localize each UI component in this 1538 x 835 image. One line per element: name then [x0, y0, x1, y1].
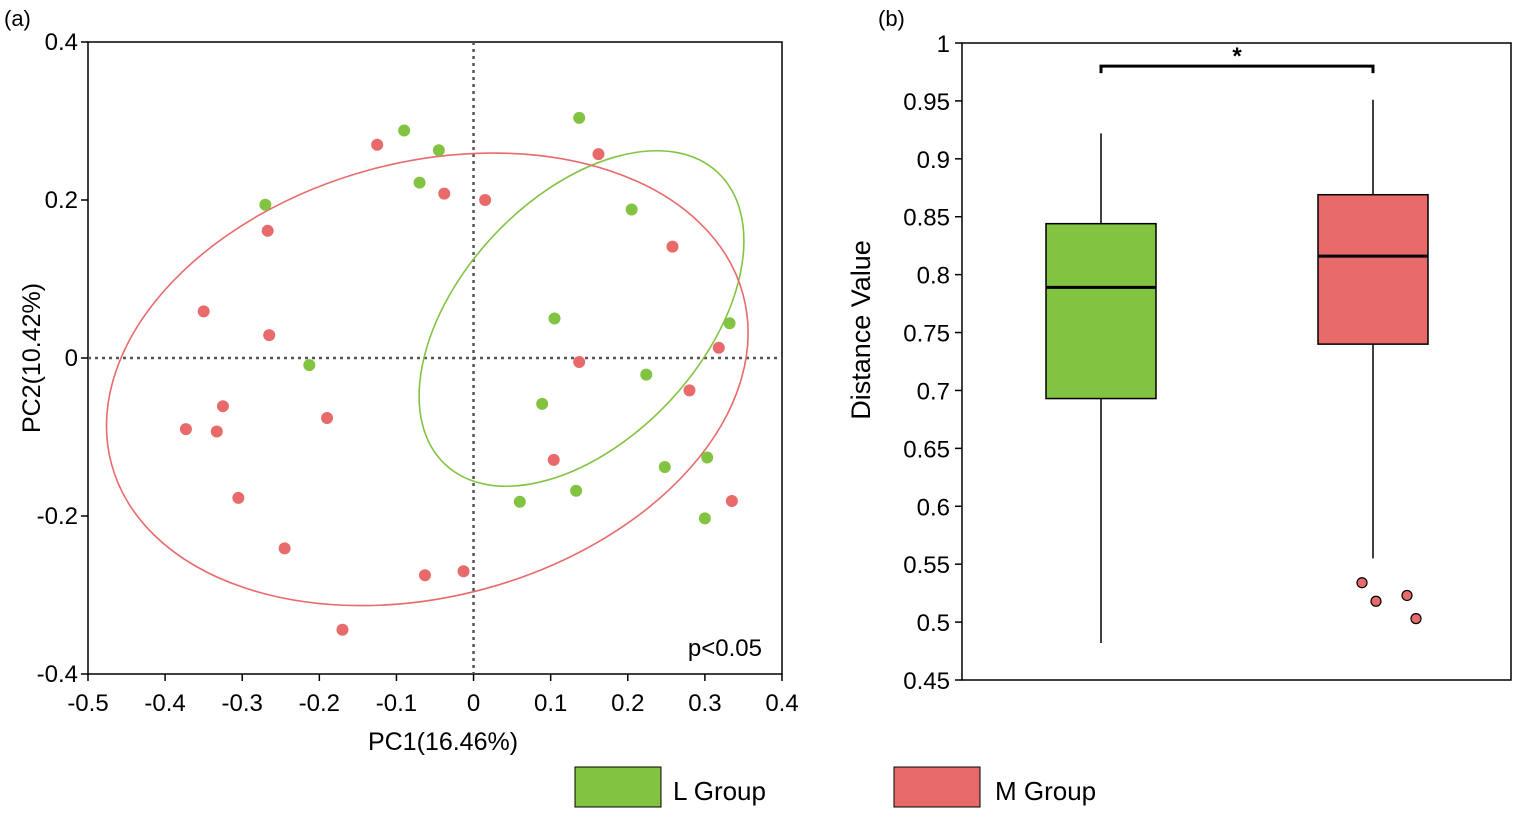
point-l-group: [413, 176, 426, 189]
y-tick-label: 1: [937, 31, 950, 58]
point-l-group: [398, 124, 411, 137]
x-tick-label: 0.4: [765, 690, 798, 717]
y-tick-label: 0: [65, 345, 78, 372]
point-m-group: [336, 623, 349, 636]
point-l-group: [658, 461, 671, 474]
point-l-group: [513, 495, 526, 508]
outlier-m-group: [1356, 577, 1368, 589]
point-l-group: [570, 484, 583, 497]
point-l-group: [548, 312, 561, 325]
y-tick-label: 0.9: [917, 147, 950, 174]
point-m-group: [263, 329, 276, 342]
point-l-group: [625, 203, 638, 216]
point-m-group: [197, 305, 210, 318]
significance-star: *: [1232, 43, 1242, 70]
point-l-group: [640, 368, 653, 381]
pca-scatter-panel: (a) -0.5 -0.4 -0.3 -0.2 -0.1 0 0.1 0.2 0.3 0.4 -0…: [4, 6, 799, 756]
x-tick-label: 0.2: [611, 690, 644, 717]
point-m-group: [457, 565, 470, 578]
y-tick-label: 0.2: [45, 187, 78, 214]
panel-a-x-ticks: -0.5 -0.4 -0.3 -0.2 -0.1 0 0.1 0.2 0.3 0.4: [67, 674, 799, 717]
y-tick-label: -0.4: [37, 661, 78, 688]
panel-a-label: (a): [4, 6, 31, 31]
ellipse-m-group: [105, 152, 749, 607]
legend-label-m-group: M Group: [995, 776, 1096, 806]
legend-swatch-l-group: [574, 766, 662, 808]
point-l-group: [303, 359, 316, 372]
legend-swatch-m-group: [893, 766, 981, 808]
box-m-group: [1317, 193, 1429, 345]
panel-b-boxes: [1045, 99, 1429, 643]
point-m-group: [438, 187, 451, 200]
p-value-annotation: p<0.05: [688, 635, 762, 662]
point-m-group: [547, 453, 560, 466]
point-l-group: [432, 144, 445, 157]
outlier-m-group: [1410, 613, 1422, 625]
point-l-group: [723, 317, 736, 330]
point-m-group: [232, 491, 245, 504]
point-m-group: [210, 425, 223, 438]
y-tick-label: 0.7: [917, 378, 950, 405]
legend: L Group M Group: [574, 766, 1096, 808]
y-tick-label: 0.6: [917, 494, 950, 521]
point-m-group: [712, 341, 725, 354]
point-l-group: [573, 111, 586, 124]
box-l-group: [1045, 222, 1157, 400]
legend-label-l-group: L Group: [673, 776, 766, 806]
panel-a-x-axis-title: PC1(16.46%): [368, 728, 518, 756]
point-m-group: [418, 569, 431, 582]
outlier-m-group: [1370, 595, 1382, 607]
point-l-group: [536, 397, 549, 410]
x-tick-label: 0: [467, 690, 480, 717]
outlier-m-group: [1401, 589, 1413, 602]
panel-a-points: [179, 111, 738, 636]
point-m-group: [321, 412, 334, 425]
x-tick-label: -0.3: [222, 690, 263, 717]
significance-bracket: *: [1099, 43, 1375, 74]
ellipse-l-group: [418, 149, 745, 488]
distance-boxplot-panel: (b) 0.450.50.550.60.650.70.750.80.850.90…: [846, 6, 1512, 695]
panel-b-frame: [961, 42, 1512, 681]
y-tick-label: 0.8: [917, 263, 950, 290]
y-tick-label: -0.2: [37, 503, 78, 530]
panel-b-label: (b): [878, 6, 905, 31]
y-tick-label: 0.95: [903, 89, 950, 116]
x-tick-label: 0.3: [688, 690, 721, 717]
panel-b-y-ticks: 0.45 0.5 0.55 0.6 0.65 0.7 0.75 0.8 0.85 0.9 0.95 1: [903, 31, 962, 695]
panel-a-reference-lines: [88, 42, 782, 674]
point-m-group: [371, 138, 384, 151]
panel-b-y-axis-title: Distance Value: [846, 240, 876, 420]
point-m-group: [592, 148, 605, 161]
x-tick-label: -0.5: [67, 690, 108, 717]
point-l-group: [698, 512, 711, 525]
panel-a-y-axis-title: PC2(10.42%): [18, 283, 46, 433]
x-tick-label: -0.4: [144, 690, 185, 717]
point-m-group: [278, 542, 291, 555]
y-tick-label: 0.4: [45, 29, 78, 56]
panel-a-y-ticks: -0.4 -0.2 0 0.2 0.4: [37, 29, 88, 688]
significance-bracket-line: [1099, 64, 1375, 74]
y-tick-label: 0.75: [903, 321, 950, 348]
point-l-group: [259, 198, 272, 211]
point-m-group: [666, 240, 679, 253]
x-tick-label: 0.1: [534, 690, 567, 717]
panel-a-confidence-ellipses: [105, 149, 749, 607]
point-m-group: [261, 224, 274, 237]
x-tick-label: -0.1: [376, 690, 417, 717]
point-m-group: [179, 423, 192, 436]
point-l-group: [701, 451, 714, 464]
y-tick-label: 0.5: [917, 610, 950, 637]
point-m-group: [683, 384, 696, 397]
y-tick-label: 0.45: [903, 668, 950, 695]
point-m-group: [216, 400, 229, 413]
point-m-group: [479, 194, 492, 206]
point-m-group: [573, 355, 586, 368]
y-tick-label: 0.65: [903, 436, 950, 463]
point-m-group: [725, 494, 738, 507]
x-tick-label: -0.2: [299, 690, 340, 717]
y-tick-label: 0.85: [903, 205, 950, 232]
y-tick-label: 0.55: [903, 552, 950, 579]
